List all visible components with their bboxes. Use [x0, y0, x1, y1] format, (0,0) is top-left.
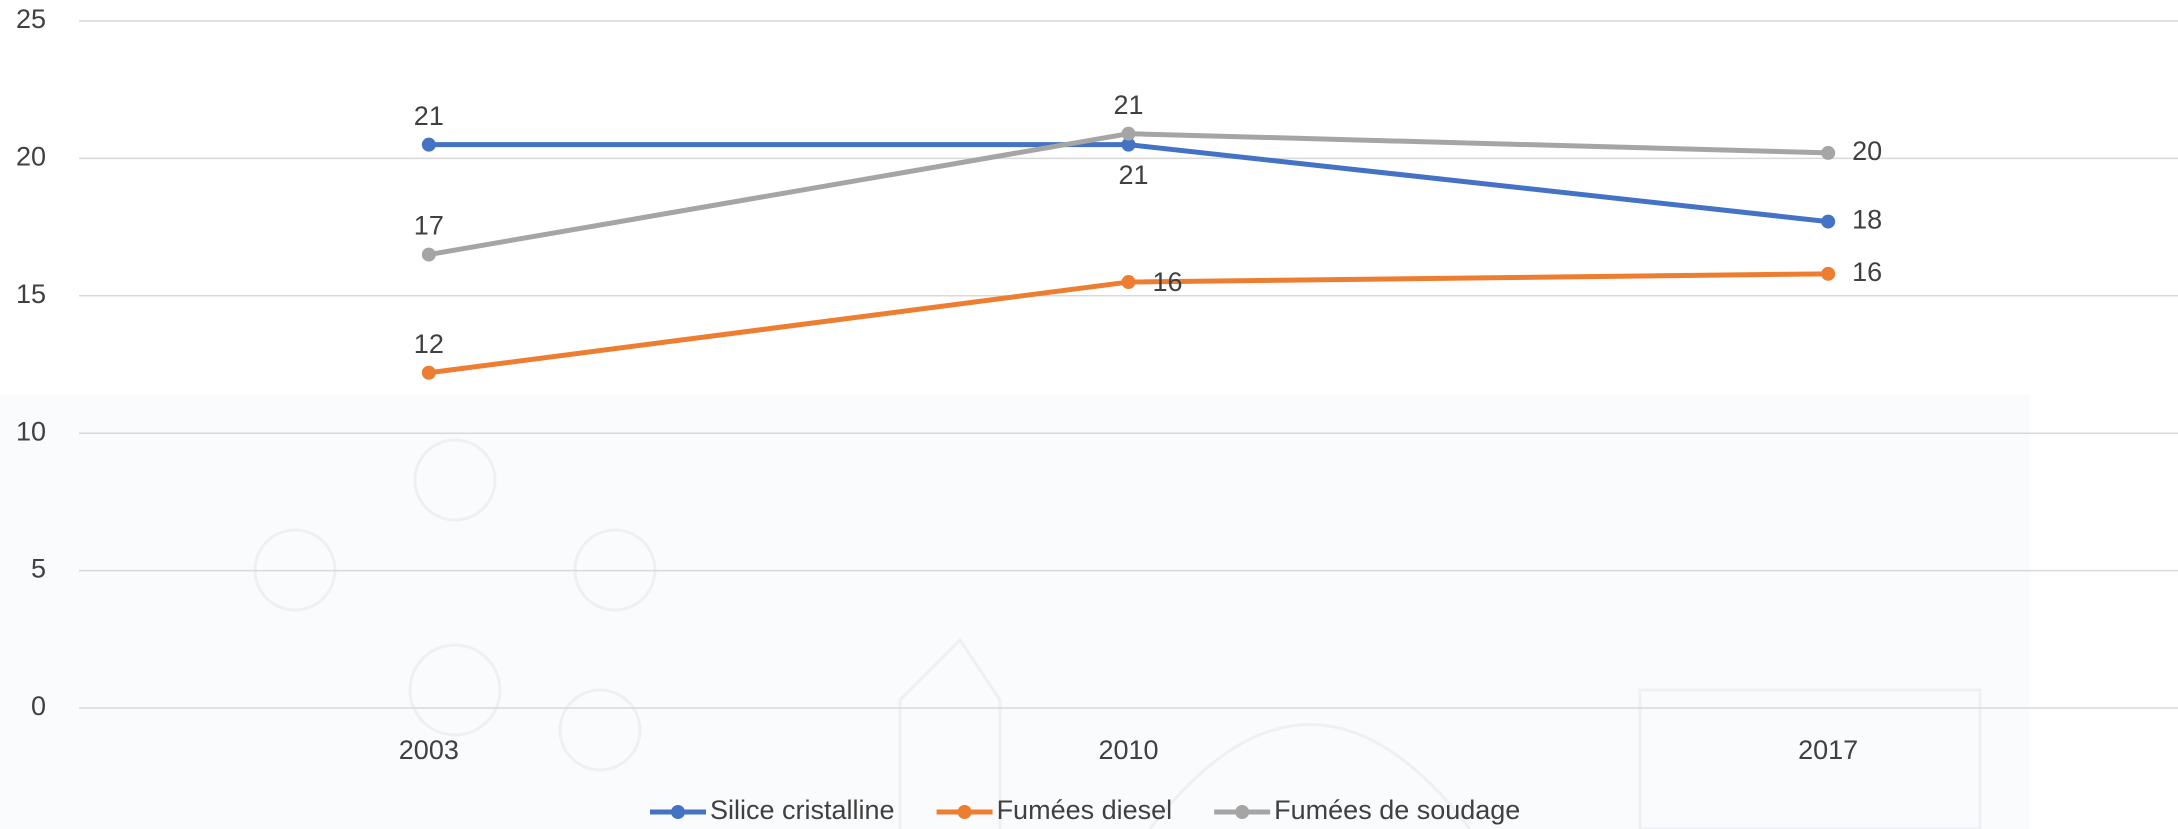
legend-marker — [671, 805, 685, 819]
y-tick-label: 0 — [31, 691, 46, 721]
data-point — [1821, 266, 1836, 281]
data-point — [1821, 145, 1836, 160]
data-label: 18 — [1852, 205, 1882, 235]
data-point — [1121, 126, 1136, 141]
data-point — [1121, 137, 1136, 152]
data-label: 16 — [1153, 267, 1183, 297]
x-tick-label: 2017 — [1798, 735, 1858, 765]
legend-marker — [1235, 805, 1250, 819]
data-label: 16 — [1852, 257, 1882, 287]
y-tick-label: 25 — [16, 4, 46, 34]
series-line — [428, 131, 1829, 258]
y-tick-label: 15 — [16, 279, 46, 309]
legend-label: Fumées diesel — [997, 795, 1173, 825]
data-point — [1821, 214, 1836, 229]
y-tick-label: 5 — [31, 554, 46, 584]
x-tick-label: 2010 — [1098, 735, 1158, 765]
data-label: 21 — [1118, 160, 1148, 190]
data-point — [421, 137, 436, 152]
background-illustration — [0, 395, 2030, 829]
data-label: 21 — [1113, 90, 1143, 120]
legend: Silice cristalline Fumées diesel Fumées de… — [650, 795, 1520, 825]
data-label: 21 — [414, 101, 444, 131]
data-label: 17 — [414, 211, 444, 241]
data-point — [1121, 275, 1136, 290]
data-point — [421, 365, 436, 380]
x-tick-label: 2003 — [399, 735, 459, 765]
legend-label: Silice cristalline — [710, 795, 895, 825]
data-label: 12 — [414, 329, 444, 359]
y-tick-label: 10 — [16, 416, 46, 446]
legend-marker — [957, 805, 972, 819]
data-point — [421, 247, 436, 262]
data-label: 20 — [1852, 136, 1882, 166]
legend-label: Fumées de soudage — [1274, 795, 1520, 825]
y-tick-label: 20 — [16, 142, 46, 172]
